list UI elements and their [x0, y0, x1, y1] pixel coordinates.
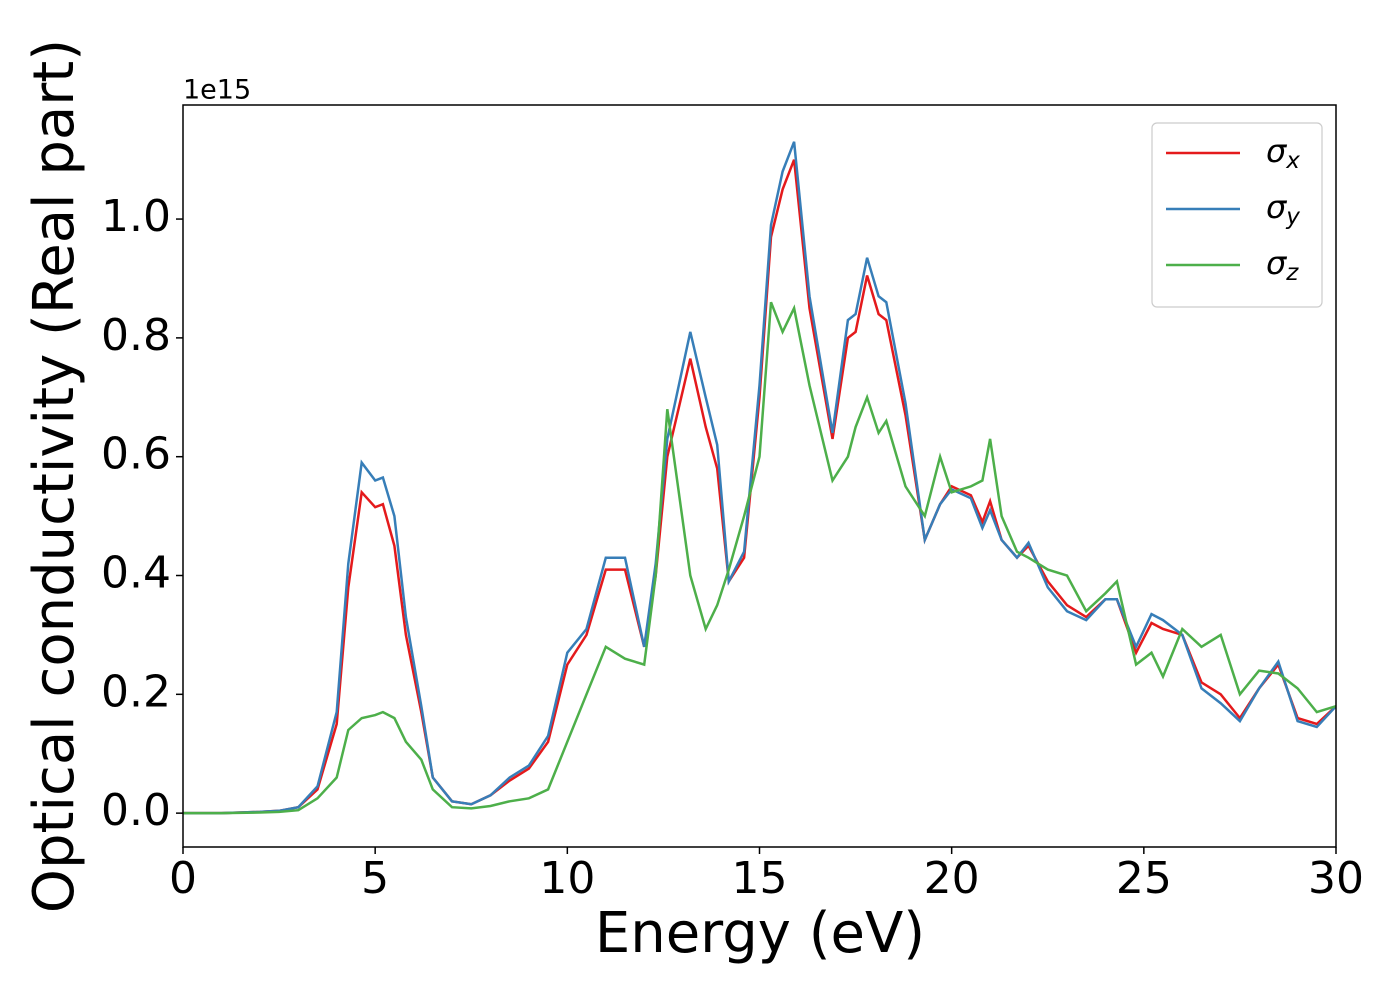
x-tick-label: 25 [1116, 853, 1172, 904]
x-tick-label: 0 [169, 853, 197, 904]
x-tick-label: 5 [361, 853, 389, 904]
legend-box [1151, 122, 1323, 308]
y-offset-label: 1e15 [183, 75, 251, 106]
y-tick-label: 0.0 [101, 785, 171, 836]
x-axis-label: Energy (eV) [595, 901, 925, 966]
y-tick-label: 0.8 [101, 310, 171, 361]
y-axis-label: Optical conductivity (Real part) [22, 39, 87, 913]
x-tick-label: 30 [1308, 853, 1364, 904]
y-tick-label: 1.0 [101, 191, 171, 242]
data-line [183, 141, 1336, 815]
plot-frame [182, 104, 1337, 848]
data-line [183, 301, 1336, 815]
y-tick-label: 0.6 [101, 429, 171, 480]
y-tick-label: 0.4 [101, 548, 171, 599]
legend-label: σy [1266, 188, 1300, 230]
legend-label: σz [1266, 244, 1299, 286]
x-tick-label: 20 [924, 853, 980, 904]
legend-label: σx [1266, 132, 1300, 174]
x-tick-label: 10 [539, 853, 595, 904]
y-tick-label: 0.2 [101, 666, 171, 717]
x-tick-label: 15 [732, 853, 788, 904]
